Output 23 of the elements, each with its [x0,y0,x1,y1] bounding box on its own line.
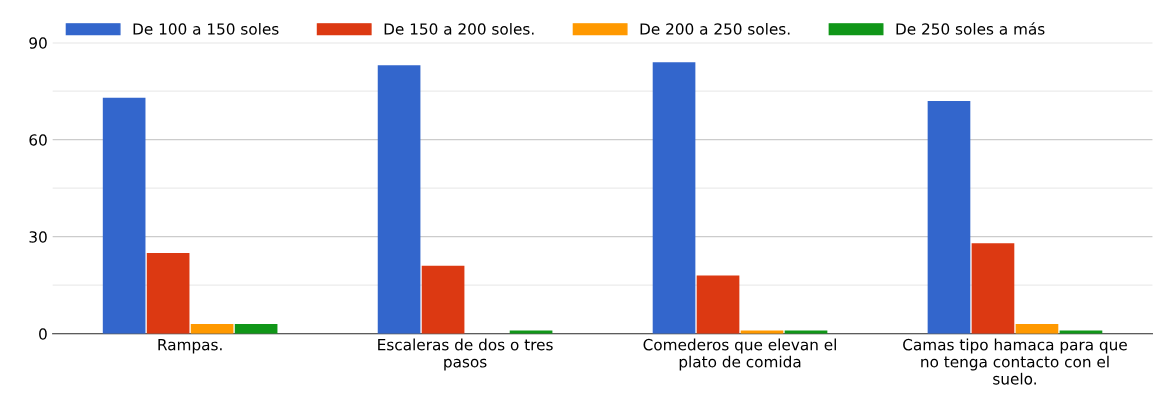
bar [102,97,146,334]
legend-label: De 250 soles a más [896,22,1045,35]
bar [652,62,696,334]
bar [696,275,740,334]
bar [146,252,190,334]
bar [377,65,421,334]
bar [1015,324,1059,334]
legend-label: De 100 a 150 soles [133,22,279,35]
legend-label: De 150 a 200 soles. [384,22,534,35]
bar [927,100,971,334]
bar [971,243,1015,334]
y-tick-label: 90 [29,37,47,49]
x-tick-label: Escaleras de dos o tres pasos [378,338,553,371]
y-tick-label: 30 [29,231,47,243]
x-tick-label: Comederos que elevan el plato de comida [643,338,836,371]
x-tick-label: Camas tipo hamaca para que no tenga contacto con el suelo. [903,338,1127,385]
y-tick-label: 60 [29,134,47,146]
legend-label: De 200 a 250 soles. [640,22,790,35]
bar [234,324,278,334]
y-tick-label: 0 [39,328,47,340]
bar [190,324,234,334]
bar [421,265,465,334]
x-tick-label: Rampas. [158,339,222,354]
